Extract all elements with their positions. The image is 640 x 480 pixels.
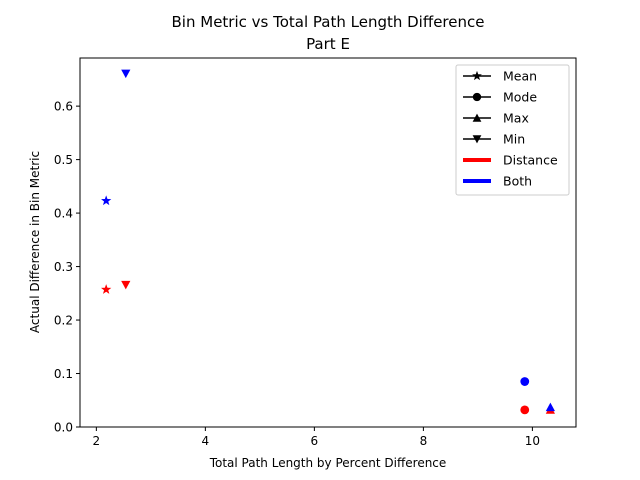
y-axis-ticks: 0.0 0.1 0.2 0.3 0.4 0.5 0.6 — [54, 100, 80, 435]
y-tick-label: 0.2 — [54, 314, 73, 328]
x-axis-label: Total Path Length by Percent Difference — [209, 456, 447, 470]
x-axis-ticks: 2 4 6 8 10 — [93, 427, 540, 448]
legend-marker-max — [472, 113, 482, 122]
data-point-both-min — [121, 69, 131, 79]
plot-frame — [79, 57, 577, 428]
data-point-distance-mean — [101, 284, 112, 294]
legend-label-distance: Distance — [503, 153, 558, 168]
y-tick-label: 0.0 — [54, 421, 73, 435]
data-points — [101, 69, 555, 415]
y-tick-label: 0.3 — [54, 260, 73, 274]
chart-subtitle: Part E — [306, 35, 350, 53]
legend-label-mean: Mean — [503, 69, 537, 84]
data-point-both-mode — [520, 377, 530, 386]
x-tick-label: 10 — [525, 434, 540, 448]
legend-label-mode: Mode — [503, 90, 537, 105]
data-point-distance-min — [121, 280, 131, 290]
y-tick-label: 0.5 — [54, 153, 73, 167]
legend-label-min: Min — [503, 132, 525, 147]
data-point-both-max — [545, 402, 555, 412]
chart-title: Bin Metric vs Total Path Length Differen… — [172, 13, 485, 31]
x-tick-label: 2 — [93, 434, 101, 448]
data-point-distance-mode — [520, 405, 530, 415]
legend-marker-mode — [472, 92, 482, 102]
legend-marker-min — [472, 135, 482, 144]
y-axis-label: Actual Difference in Bin Metric — [28, 151, 42, 333]
x-tick-label: 6 — [311, 434, 319, 448]
legend: Mean Mode Max Min Distance Both — [455, 64, 570, 196]
y-tick-label: 0.1 — [54, 367, 73, 381]
x-tick-label: 8 — [420, 434, 428, 448]
y-tick-label: 0.4 — [54, 207, 73, 221]
y-tick-label: 0.6 — [54, 100, 73, 114]
legend-marker-mean — [472, 70, 482, 81]
data-point-both-mean — [101, 195, 112, 206]
x-tick-label: 4 — [202, 434, 210, 448]
legend-label-max: Max — [503, 111, 529, 126]
legend-label-both: Both — [503, 174, 532, 189]
